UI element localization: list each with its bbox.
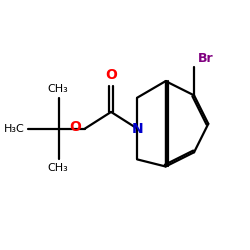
Text: H₃C: H₃C <box>4 124 24 134</box>
Text: Br: Br <box>198 52 213 64</box>
Text: O: O <box>70 120 82 134</box>
Text: CH₃: CH₃ <box>47 163 68 173</box>
Text: O: O <box>105 68 117 82</box>
Text: CH₃: CH₃ <box>47 84 68 94</box>
Text: N: N <box>131 122 143 136</box>
